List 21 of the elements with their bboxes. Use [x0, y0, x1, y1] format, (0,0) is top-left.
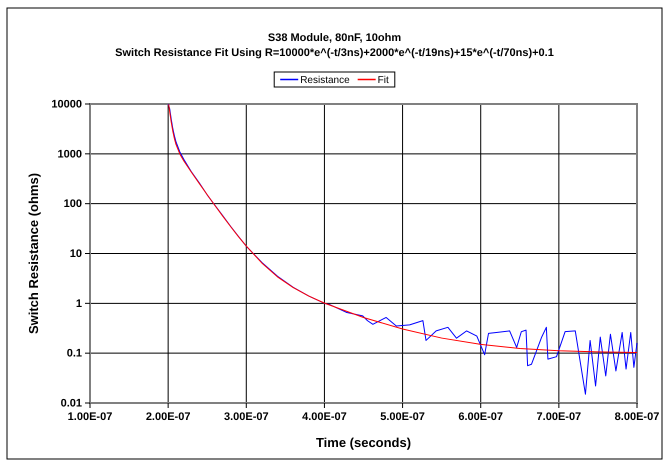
chart-title: S38 Module, 80nF, 10ohm: [268, 32, 402, 44]
x-tick-label: 5.00E-07: [380, 410, 425, 423]
y-tick-label: 1000: [58, 148, 82, 160]
x-tick-label: 4.00E-07: [302, 410, 347, 423]
x-tick-label: 6.00E-07: [458, 410, 504, 423]
x-tick-label: 2.00E-07: [146, 410, 190, 423]
chart-subtitle: Switch Resistance Fit Using R=10000*e^(-t/3ns)+2000*e^(-t/19ns)+15*e^(-t/70ns)+0.1: [115, 47, 554, 59]
y-tick-label: 0.1: [66, 348, 82, 360]
y-tick-label: 10000: [51, 98, 82, 111]
y-axis-title: Switch Resistance (ohms): [26, 172, 41, 334]
x-tick-label: 3.00E-07: [224, 410, 269, 423]
x-tick-label: 1.00E-07: [68, 410, 112, 423]
x-axis-title: Time (seconds): [316, 435, 412, 450]
y-tick-label: 10: [70, 248, 82, 260]
legend-label: Fit: [378, 75, 390, 86]
legend-label: Resistance: [300, 75, 350, 86]
y-tick-label: 1: [76, 298, 82, 310]
y-tick-label: 0.01: [60, 398, 82, 410]
x-tick-label: 7.00E-07: [536, 410, 582, 423]
y-tick-label: 100: [64, 198, 82, 210]
x-tick-label: 8.00E-07: [614, 410, 660, 423]
